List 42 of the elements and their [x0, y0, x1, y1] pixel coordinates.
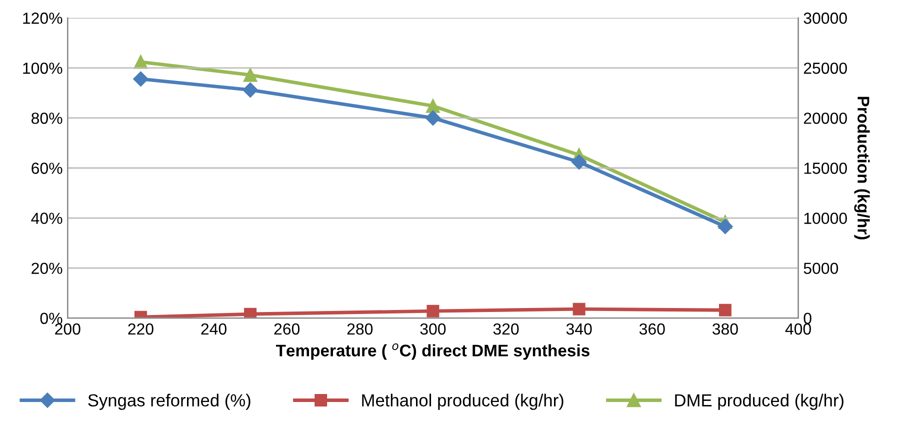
- y-tick-label: 120%: [23, 12, 62, 24]
- x-tick-label: 380: [712, 323, 738, 335]
- point: [718, 218, 733, 234]
- y-tick-label: 60%: [32, 162, 62, 174]
- x-tick-label: 280: [347, 323, 373, 335]
- y2-axis-title: Production (kg/hr): [854, 96, 870, 240]
- y-tick-label: 80%: [32, 112, 62, 124]
- point: [426, 304, 440, 318]
- point: [243, 68, 258, 82]
- legend-label: Methanol produced (kg/hr): [362, 394, 564, 410]
- x-tick-label: 220: [128, 323, 154, 335]
- point: [425, 110, 441, 126]
- y2-tick-label: 5000: [804, 262, 838, 274]
- x-tick-label: 340: [566, 323, 592, 335]
- x-tick-label: 320: [493, 323, 519, 335]
- point: [426, 99, 440, 113]
- y2-tick-label: 20000: [804, 112, 847, 124]
- legend-label: DME produced (kg/hr): [675, 394, 844, 410]
- y2-tick-label: 25000: [804, 62, 847, 74]
- y-tick-label: 0%: [40, 312, 62, 324]
- x-tick-label: 400: [785, 323, 811, 335]
- y2-tick-label: 10000: [804, 212, 847, 224]
- x-tick-label: 360: [639, 323, 665, 335]
- y-tick-label: 100%: [23, 62, 62, 74]
- x-tick-label: 300: [420, 323, 446, 335]
- point: [718, 304, 732, 316]
- point: [244, 308, 257, 318]
- x-axis-title: Temperature ( $^{o}$C) direct DME synthesis: [276, 343, 590, 360]
- x-tick-label: 240: [201, 323, 226, 335]
- y2-tick-label: 15000: [804, 162, 847, 174]
- x-tick-label: 200: [55, 323, 80, 335]
- x-tick-label: 260: [274, 323, 300, 335]
- point: [572, 154, 587, 170]
- y-tick-label: 20%: [32, 262, 62, 274]
- point: [242, 82, 258, 98]
- point: [572, 302, 586, 316]
- y-tick-label: 40%: [31, 212, 62, 224]
- point: [134, 55, 148, 69]
- legend-label: Syngas reformed (%): [88, 394, 250, 410]
- point: [133, 71, 148, 87]
- y2-tick-label: 0: [804, 312, 812, 324]
- y2-tick-label: 30000: [804, 12, 847, 24]
